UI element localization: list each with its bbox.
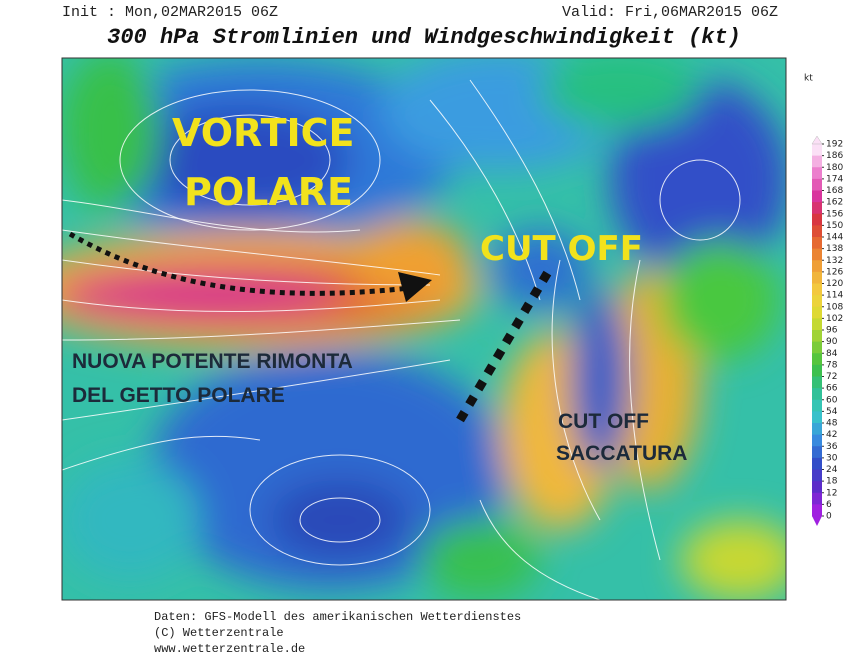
- colorbar-label: 36: [826, 442, 838, 452]
- colorbar-label: 156: [826, 209, 843, 219]
- colorbar-band: [812, 271, 822, 284]
- colorbar-band: [812, 190, 822, 203]
- colorbar-label: 174: [826, 174, 843, 184]
- colorbar-label: 138: [826, 244, 843, 254]
- colorbar-band: [812, 237, 822, 250]
- colorbar-label: 102: [826, 314, 843, 324]
- footer-text: Daten: GFS-Modell des amerikanischen Wet…: [154, 610, 521, 624]
- map-title: 300 hPa Stromlinien und Windgeschwindigk…: [107, 25, 741, 50]
- jet-arrowhead: [398, 272, 432, 302]
- colorbar-band: [812, 492, 822, 505]
- colorbar-unit: kt: [804, 74, 813, 84]
- annotation: CUT OFF: [480, 229, 643, 269]
- colorbar-band: [812, 167, 822, 180]
- colorbar-label: 132: [826, 256, 843, 266]
- colorbar-label: 192: [826, 140, 843, 150]
- colorbar-band: [812, 446, 822, 459]
- colorbar-band: [812, 341, 822, 354]
- colorbar-band: [812, 248, 822, 261]
- footer-text: (C) Wetterzentrale: [154, 626, 284, 640]
- colorbar-band: [812, 178, 822, 191]
- colorbar-label: 180: [826, 163, 843, 173]
- colorbar-band: [812, 457, 822, 470]
- colorbar-label: 90: [826, 337, 838, 347]
- init-time: Init : Mon,02MAR2015 06Z: [62, 4, 278, 21]
- annotation: SACCATURA: [556, 442, 687, 465]
- colorbar-label: 108: [826, 302, 843, 312]
- valid-time: Valid: Fri,06MAR2015 06Z: [562, 4, 778, 21]
- colorbar-band: [812, 260, 822, 273]
- colorbar-label: 84: [826, 349, 838, 359]
- colorbar-label: 168: [826, 186, 843, 196]
- annotation: NUOVA POTENTE RIMONTA: [72, 350, 353, 373]
- colorbar-label: 48: [826, 419, 838, 429]
- colorbar-band: [812, 318, 822, 331]
- colorbar-band: [812, 283, 822, 296]
- colorbar-band: [812, 295, 822, 308]
- annotation: VORTICE: [172, 111, 355, 155]
- colorbar-band: [812, 364, 822, 377]
- colorbar-band: [812, 399, 822, 412]
- colorbar-label: 72: [826, 372, 837, 382]
- colorbar-label: 54: [826, 407, 838, 417]
- colorbar-band: [812, 353, 822, 366]
- jet-arrow: [68, 231, 411, 296]
- colorbar-label: 12: [826, 488, 837, 498]
- colorbar-label: 60: [826, 395, 838, 405]
- map-frame: [61, 57, 787, 601]
- colorbar-label: 126: [826, 267, 843, 277]
- colorbar-label: 186: [826, 151, 843, 161]
- colorbar-band: [812, 330, 822, 343]
- colorbar-end: [812, 516, 822, 526]
- colorbar-label: 42: [826, 430, 837, 440]
- colorbar-band: [812, 469, 822, 482]
- colorbar-band: [812, 504, 822, 517]
- colorbar-band: [812, 144, 822, 157]
- colorbar-label: 30: [826, 453, 838, 463]
- map-field: [62, 58, 786, 600]
- colorbar-label: 96: [826, 326, 838, 336]
- colorbar-band: [812, 213, 822, 226]
- colorbar-band: [812, 481, 822, 494]
- colorbar-label: 120: [826, 279, 843, 289]
- colorbar-label: 144: [826, 233, 843, 243]
- annotation: POLARE: [184, 170, 353, 214]
- colorbar-band: [812, 202, 822, 215]
- colorbar-band: [812, 306, 822, 319]
- annotation: DEL GETTO POLARE: [72, 384, 285, 407]
- colorbar-label: 6: [826, 500, 832, 510]
- colorbar-band: [812, 423, 822, 436]
- colorbar-band: [812, 411, 822, 424]
- colorbar-label: 78: [826, 360, 838, 370]
- streamlines: [62, 79, 741, 600]
- colorbar-label: 66: [826, 384, 838, 394]
- colorbar-band: [812, 225, 822, 238]
- colorbar-label: 0: [826, 512, 832, 522]
- annotation: CUT OFF: [558, 410, 649, 433]
- colorbar-label: 162: [826, 198, 843, 208]
- colorbar-band: [812, 388, 822, 401]
- colorbar-band: [812, 376, 822, 389]
- colorbar: 1921861801741681621561501441381321261201…: [811, 135, 843, 526]
- colorbar-band: [812, 434, 822, 447]
- colorbar-label: 24: [826, 465, 838, 475]
- colorbar-label: 114: [826, 291, 843, 301]
- footer-text: www.wetterzentrale.de: [154, 642, 305, 656]
- colorbar-label: 18: [826, 477, 838, 487]
- colorbar-label: 150: [826, 221, 843, 231]
- colorbar-band: [812, 155, 822, 168]
- colorbar-end: [811, 135, 823, 145]
